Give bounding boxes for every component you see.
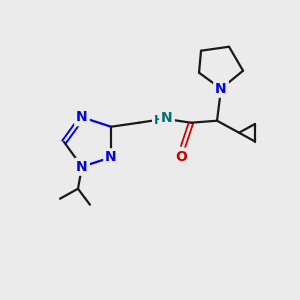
Text: H: H — [154, 114, 164, 127]
Text: N: N — [76, 110, 88, 124]
Text: N: N — [161, 111, 173, 125]
Text: N: N — [105, 150, 117, 164]
Text: N: N — [215, 82, 227, 96]
Text: N: N — [76, 160, 88, 174]
Text: O: O — [175, 150, 187, 164]
